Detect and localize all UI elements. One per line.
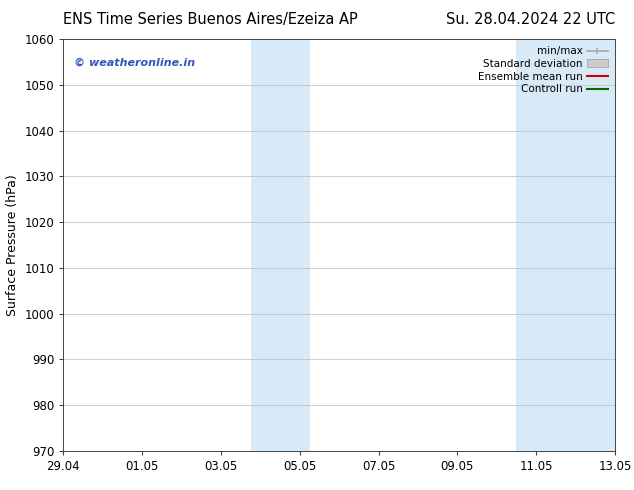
Y-axis label: Surface Pressure (hPa): Surface Pressure (hPa) <box>6 174 19 316</box>
Bar <box>250 39 309 451</box>
Bar <box>517 39 615 451</box>
Legend: min/max, Standard deviation, Ensemble mean run, Controll run: min/max, Standard deviation, Ensemble me… <box>476 45 610 97</box>
Text: ENS Time Series Buenos Aires/Ezeiza AP: ENS Time Series Buenos Aires/Ezeiza AP <box>63 12 358 27</box>
Text: © weatheronline.in: © weatheronline.in <box>74 58 195 68</box>
Text: Su. 28.04.2024 22 UTC: Su. 28.04.2024 22 UTC <box>446 12 615 27</box>
